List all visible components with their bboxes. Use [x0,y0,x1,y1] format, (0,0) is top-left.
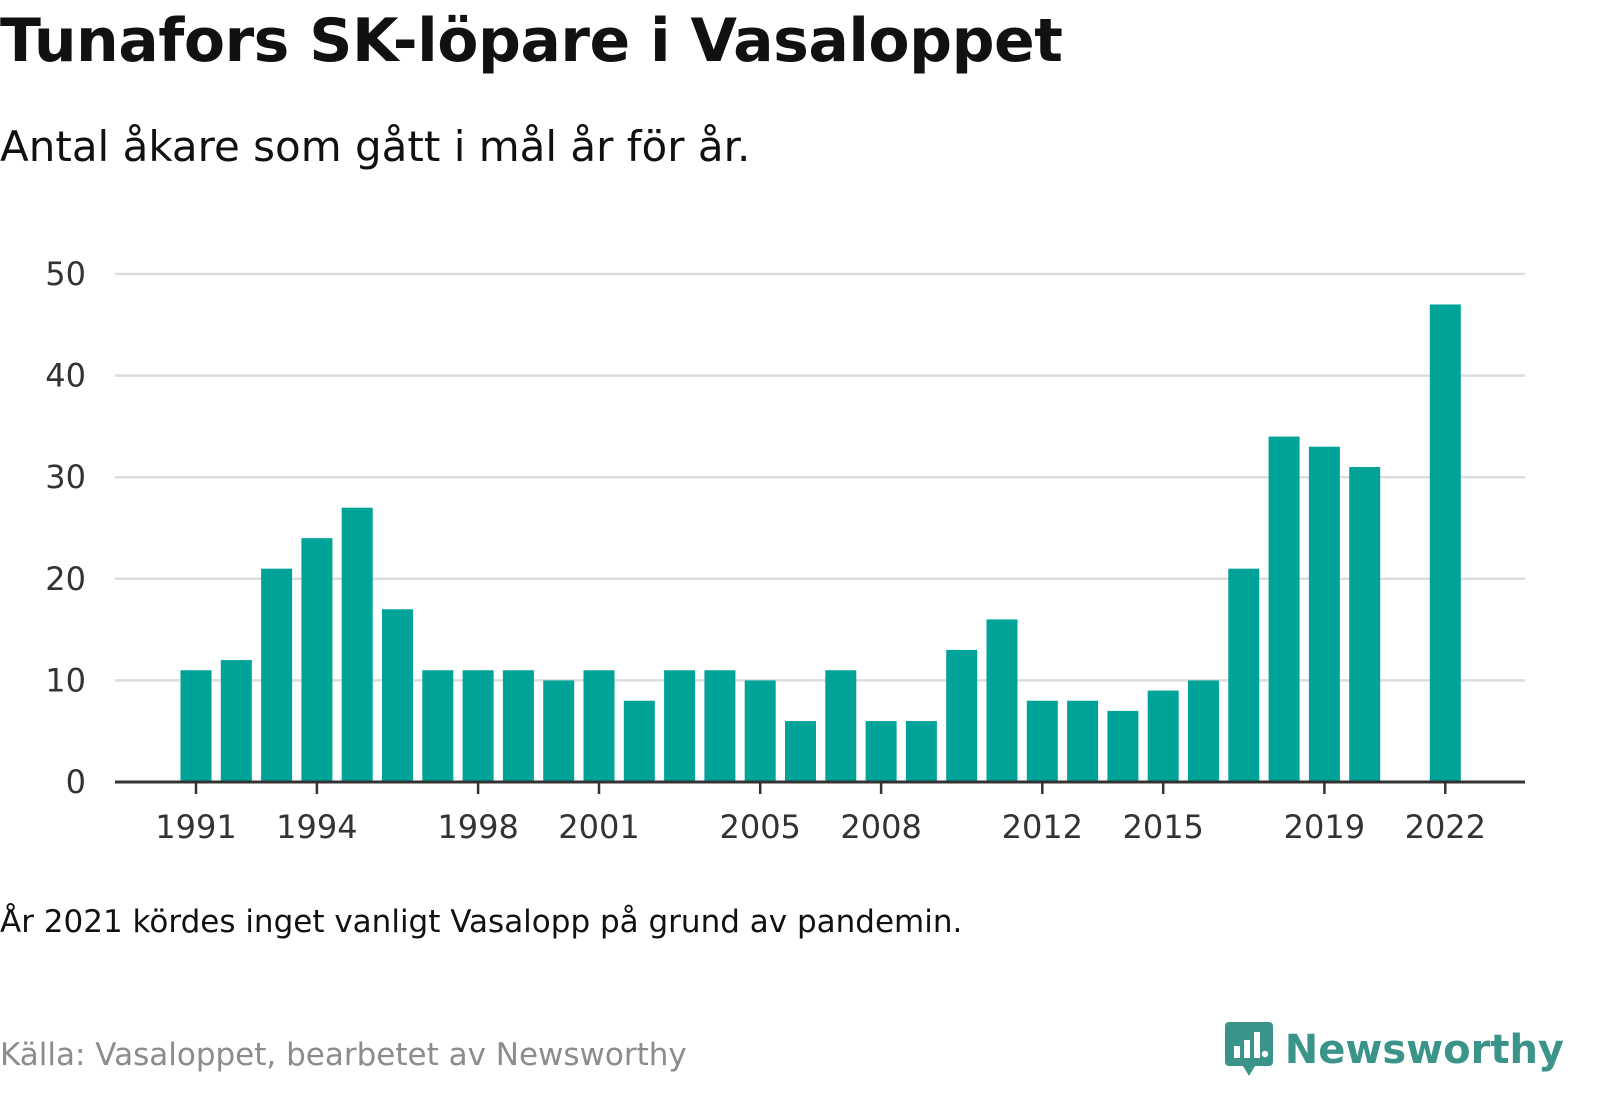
bar-2018 [1268,436,1300,782]
y-axis-ticks: 0 10 20 30 40 50 [45,255,86,801]
source-credit: Källa: Vasaloppet, bearbetet av Newswort… [0,1037,687,1073]
x-tick-label: 1994 [276,808,357,846]
bar-2014 [1107,710,1139,782]
bar-2015 [1147,690,1179,782]
x-axis-ticks: 1991 1994 1998 2001 2005 2008 2012 2015 2019 2022 [155,782,1486,846]
bar-2005 [744,680,776,782]
y-tick-label: 0 [66,763,86,801]
x-tick-label: 1998 [437,808,518,846]
y-tick-label: 20 [45,560,86,598]
chart-subtitle: Antal åkare som gått i mål år för år. [0,122,751,171]
bar-1999 [502,670,534,782]
bar-2004 [704,670,736,782]
brand-name: Newsworthy [1284,1027,1564,1073]
bar-2016 [1188,680,1219,782]
bar-chart: 0 10 20 30 40 50 1991 1994 1998 2001 2005 2008 2012… [45,255,1525,846]
bar-chart-bubble-icon [1224,1022,1273,1076]
footnote: År 2021 kördes inget vanligt Vasalopp på… [0,904,963,940]
bar-2006 [785,721,816,782]
x-tick-label: 2019 [1284,808,1365,846]
y-tick-label: 30 [45,458,86,496]
x-tick-label: 2001 [558,808,639,846]
x-tick-label: 2015 [1122,808,1203,846]
x-tick-label: 2012 [1002,808,1083,846]
y-tick-label: 50 [45,255,86,293]
x-tick-label: 2008 [840,808,921,846]
bar-1994 [301,538,333,782]
bar-1991 [180,670,212,782]
y-tick-label: 40 [45,357,86,395]
bar-1995 [341,507,373,782]
bar-2017 [1228,568,1260,782]
bar-2013 [1067,700,1099,782]
bar-2002 [623,700,655,782]
bar-2007 [825,670,857,782]
x-tick-label: 2022 [1405,808,1486,846]
bar-2011 [986,619,1018,782]
bar-1996 [382,609,413,782]
x-tick-label: 2005 [719,808,800,846]
x-tick-label: 1991 [155,808,236,846]
bar-2001 [583,670,615,782]
bar-2010 [946,649,978,782]
bar-2009 [905,721,937,782]
bar-2003 [664,670,696,782]
bar-2020 [1349,467,1381,782]
bar-1992 [220,660,252,782]
bar-2000 [543,680,575,782]
newsworthy-logo[interactable]: Newsworthy [1224,1022,1564,1078]
bar-1997 [422,670,454,782]
chart-title: Tunafors SK-löpare i Vasaloppet [0,6,1063,76]
bar-2012 [1026,700,1058,782]
bars [180,304,1461,782]
bar-2022 [1429,304,1461,782]
bar-1998 [462,670,494,782]
bar-1993 [261,568,293,782]
bar-2019 [1308,446,1340,782]
bar-2008 [865,721,897,782]
y-tick-label: 10 [45,661,86,699]
